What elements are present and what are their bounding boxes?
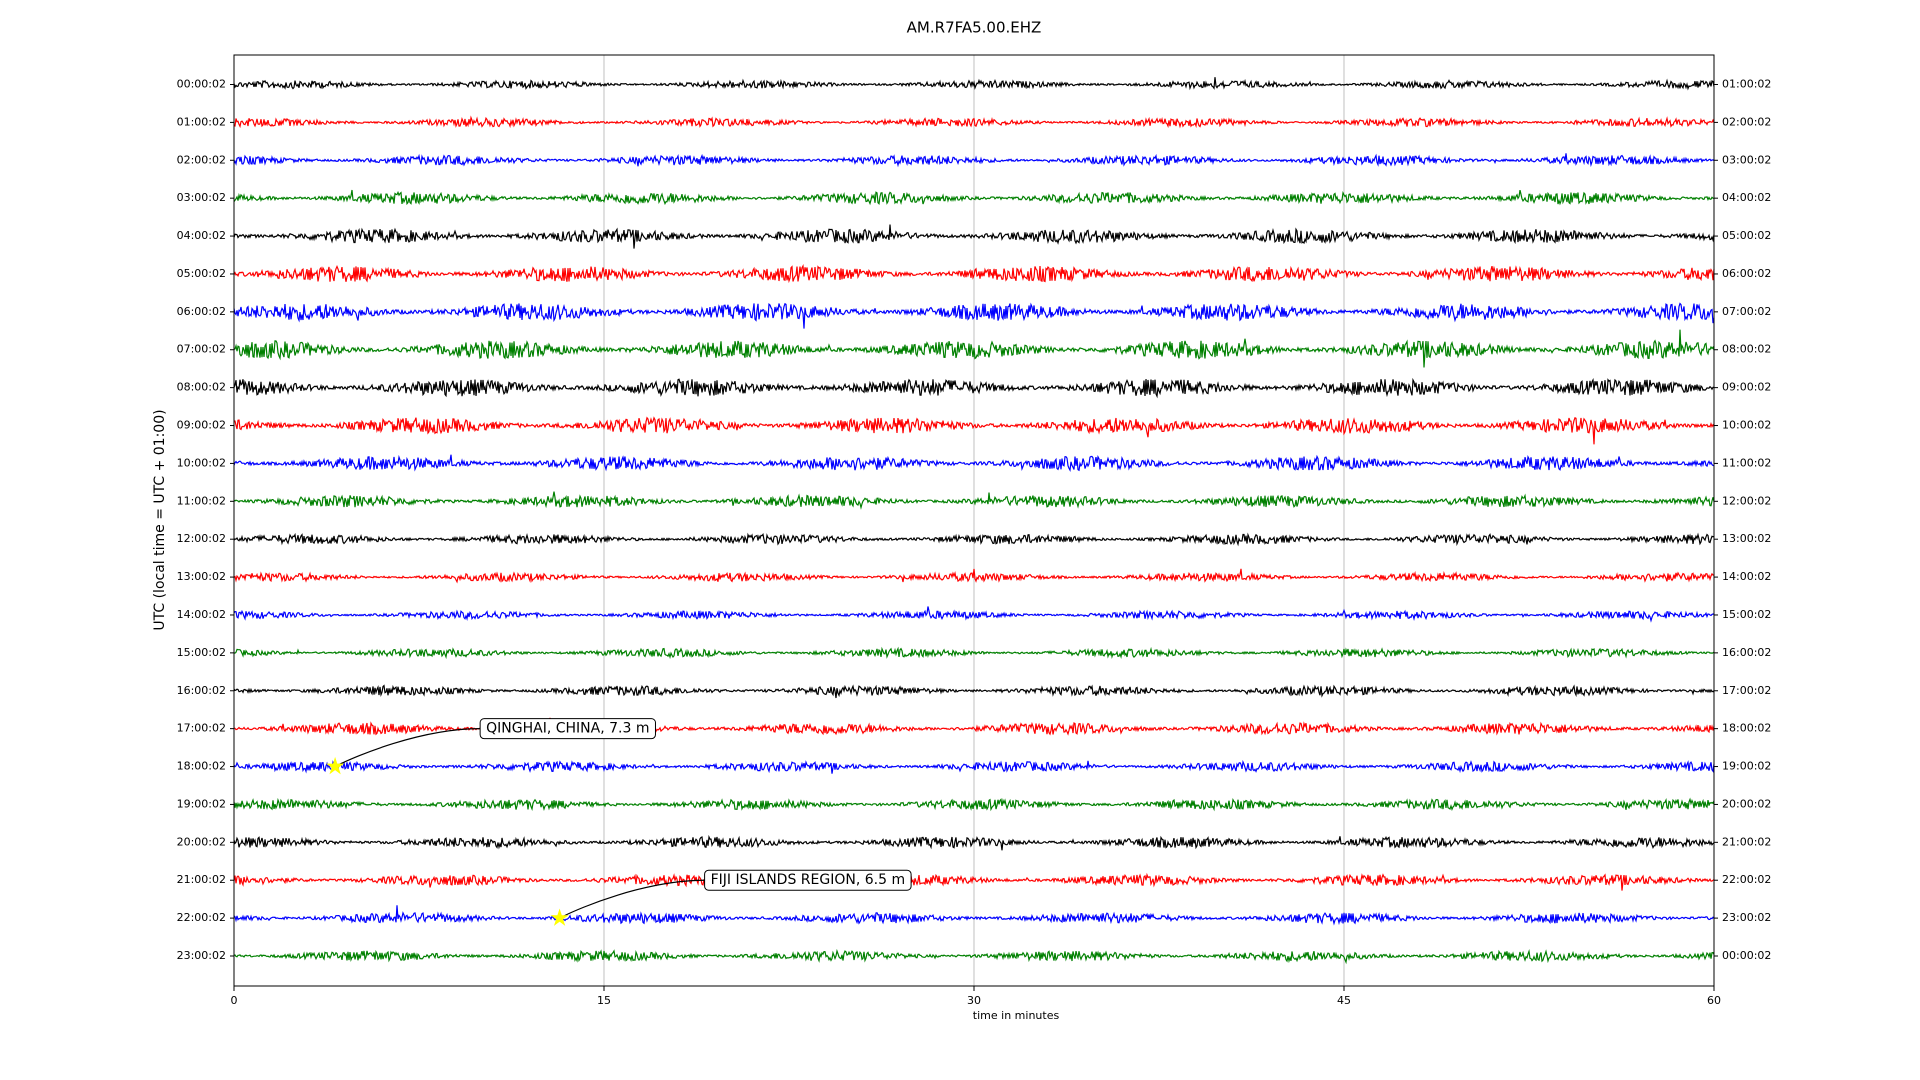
x-axis-label: time in minutes	[973, 1009, 1060, 1022]
x-tick-label: 45	[1337, 994, 1351, 1007]
trace	[233, 454, 1715, 473]
event-marker	[550, 908, 569, 926]
y2-tick-label: 09:00:02	[1722, 381, 1771, 394]
trace	[233, 872, 1715, 891]
y-tick-label: 02:00:02	[177, 153, 226, 166]
trace	[233, 416, 1715, 445]
x-tick-label: 30	[967, 994, 981, 1007]
y-tick-label: 05:00:02	[177, 267, 226, 280]
y2-tick-label: 05:00:02	[1722, 229, 1771, 242]
y2-tick-label: 20:00:02	[1722, 797, 1771, 810]
y-tick-label: 13:00:02	[177, 570, 226, 583]
y-tick-label: 21:00:02	[177, 873, 226, 886]
event-marker	[325, 756, 345, 775]
y-tick-label: 22:00:02	[177, 911, 226, 924]
y2-tick-label: 07:00:02	[1722, 305, 1771, 318]
trace	[233, 302, 1715, 329]
y-tick-label: 06:00:02	[177, 305, 226, 318]
annotation: FIJI ISLANDS REGION, 6.5 m	[704, 869, 912, 891]
y2-tick-label: 14:00:02	[1722, 570, 1771, 583]
y2-tick-label: 23:00:02	[1722, 911, 1771, 924]
y-tick-label: 00:00:02	[177, 78, 226, 91]
annotation-arrow	[563, 879, 705, 917]
y2-tick-label: 10:00:02	[1722, 419, 1771, 432]
y2-tick-label: 04:00:02	[1722, 191, 1771, 204]
annotation: QINGHAI, CHINA, 7.3 m	[479, 718, 656, 740]
trace	[233, 834, 1715, 851]
annotation-label: QINGHAI, CHINA, 7.3 m	[486, 721, 649, 737]
plot-frame	[233, 54, 1715, 987]
x-tick-label: 60	[1707, 994, 1721, 1007]
x-tick-label: 0	[231, 994, 238, 1007]
y2-tick-label: 08:00:02	[1722, 343, 1771, 356]
trace	[233, 264, 1715, 284]
y-tick-label: 17:00:02	[177, 722, 226, 735]
x-tick-label: 15	[597, 994, 611, 1007]
y2-tick-label: 02:00:02	[1722, 115, 1771, 128]
y-tick-label: 08:00:02	[177, 381, 226, 394]
trace	[233, 77, 1715, 91]
trace	[233, 684, 1715, 699]
annotation-box	[704, 869, 912, 891]
y-tick-label: 11:00:02	[177, 494, 226, 507]
annotation-arrow	[338, 728, 481, 766]
trace	[233, 759, 1715, 774]
y2-tick-label: 13:00:02	[1722, 532, 1771, 545]
y2-tick-label: 21:00:02	[1722, 835, 1771, 848]
y2-tick-label: 15:00:02	[1722, 608, 1771, 621]
y-tick-label: 03:00:02	[177, 191, 226, 204]
trace	[233, 491, 1715, 510]
trace	[233, 568, 1715, 584]
trace	[233, 606, 1715, 623]
trace	[233, 115, 1715, 129]
trace	[233, 797, 1715, 812]
y2-tick-label: 00:00:02	[1722, 949, 1771, 962]
y2-tick-label: 17:00:02	[1722, 684, 1771, 697]
trace	[233, 377, 1714, 399]
trace	[233, 153, 1715, 168]
trace	[233, 532, 1715, 547]
y2-tick-label: 18:00:02	[1722, 722, 1771, 735]
y2-tick-label: 01:00:02	[1722, 78, 1771, 91]
trace	[233, 905, 1715, 926]
y-tick-label: 04:00:02	[177, 229, 226, 242]
trace	[233, 224, 1715, 249]
y-tick-label: 20:00:02	[177, 835, 226, 848]
y-tick-label: 14:00:02	[177, 608, 226, 621]
y-tick-label: 18:00:02	[177, 760, 226, 773]
trace	[233, 646, 1715, 660]
y-tick-label: 09:00:02	[177, 419, 226, 432]
y-tick-label: 23:00:02	[177, 949, 226, 962]
y-axis-label: UTC (local time = UTC + 01:00)	[152, 409, 168, 630]
y2-tick-label: 22:00:02	[1722, 873, 1771, 886]
y2-tick-label: 19:00:02	[1722, 760, 1771, 773]
y-tick-label: 12:00:02	[177, 532, 226, 545]
annotation-label: FIJI ISLANDS REGION, 6.5 m	[711, 872, 906, 888]
y-tick-label: 19:00:02	[177, 797, 226, 810]
y2-tick-label: 11:00:02	[1722, 456, 1771, 469]
y2-tick-label: 03:00:02	[1722, 153, 1771, 166]
trace	[233, 189, 1715, 206]
trace	[233, 329, 1715, 368]
y-tick-label: 10:00:02	[177, 456, 226, 469]
y-tick-label: 07:00:02	[177, 343, 226, 356]
y-tick-label: 15:00:02	[177, 646, 226, 659]
y-tick-label: 16:00:02	[177, 684, 226, 697]
y2-tick-label: 16:00:02	[1722, 646, 1771, 659]
y2-tick-label: 12:00:02	[1722, 494, 1771, 507]
chart-title: AM.R7FA5.00.EHZ	[907, 19, 1042, 37]
y2-tick-label: 06:00:02	[1722, 267, 1771, 280]
annotation-box	[479, 718, 656, 740]
trace	[233, 948, 1715, 965]
y-tick-label: 01:00:02	[177, 115, 226, 128]
